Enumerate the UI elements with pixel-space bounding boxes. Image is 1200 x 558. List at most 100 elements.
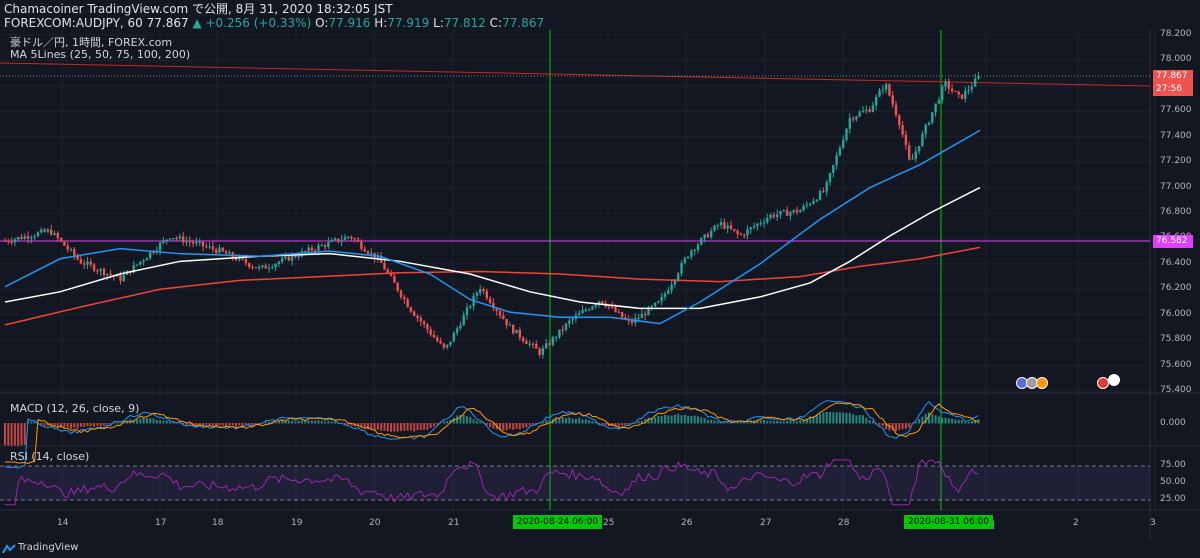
macd-bar — [281, 420, 284, 424]
event-flag-icon[interactable] — [1108, 374, 1120, 386]
macd-bar — [89, 423, 92, 426]
time-axis-label: 17 — [155, 518, 167, 528]
candle-body — [614, 307, 617, 312]
close-value: 77.867 — [502, 16, 545, 30]
candle-body — [954, 90, 957, 92]
candle-body — [578, 313, 581, 316]
macd-bar — [129, 419, 132, 424]
candle-body — [284, 256, 287, 259]
chart-canvas[interactable] — [0, 30, 1200, 540]
candle-body — [178, 236, 182, 239]
macd-bar — [106, 423, 109, 425]
candle-body — [290, 255, 294, 261]
macd-bar — [786, 420, 789, 424]
macd-bar — [541, 422, 544, 424]
price-axis-label: 77.200 — [1160, 156, 1192, 167]
candle-body — [607, 306, 611, 308]
macd-bar — [928, 412, 930, 424]
macd-bar — [284, 420, 287, 424]
macd-bar — [360, 423, 363, 428]
candle-body — [492, 303, 495, 309]
candle-body — [152, 252, 155, 254]
candle-body — [561, 329, 564, 331]
candle-body — [185, 240, 188, 243]
candle-body — [119, 275, 122, 281]
candle-body — [294, 255, 297, 257]
macd-bar — [508, 423, 511, 429]
macd-bar — [79, 423, 82, 427]
price-axis-label: 76.000 — [1160, 308, 1192, 319]
macd-bar — [502, 423, 505, 431]
macd-bar — [63, 423, 66, 428]
macd-bar — [918, 418, 921, 424]
rsi-legend[interactable]: RSI (14, close) — [10, 450, 90, 463]
candle-body — [106, 273, 109, 276]
macd-bar — [324, 421, 327, 424]
macd-bar — [518, 423, 521, 430]
macd-bar — [931, 414, 934, 424]
macd-bar — [406, 423, 409, 431]
candle-body — [677, 273, 680, 280]
candle-body — [789, 212, 792, 216]
candle-body — [191, 242, 195, 244]
event-flag-icon[interactable] — [1036, 377, 1048, 389]
macd-bar — [598, 423, 600, 425]
macd-bar — [343, 423, 346, 425]
macd-bar — [687, 415, 690, 424]
macd-bar — [291, 420, 294, 424]
ma-legend[interactable]: MA 5Lines (25, 50, 75, 100, 200) — [10, 48, 191, 61]
candle-body — [947, 81, 950, 89]
macd-bar — [627, 423, 630, 425]
candle-body — [812, 201, 815, 204]
candle-body — [690, 250, 693, 257]
change-value: ▲ +0.256 (+0.33%) — [192, 16, 312, 30]
macd-bar — [565, 418, 567, 424]
macd-bar — [584, 419, 587, 424]
macd-bar — [667, 415, 670, 424]
macd-bar — [403, 423, 406, 431]
candle-body — [287, 256, 290, 261]
macd-bar — [202, 423, 204, 426]
candle-body — [970, 86, 974, 90]
candle-body — [832, 164, 835, 173]
candle-body — [868, 109, 871, 112]
macd-bar — [136, 419, 138, 424]
candle-body — [558, 329, 561, 338]
macd-bar — [664, 414, 666, 424]
candle-body — [799, 210, 802, 213]
macd-bar — [901, 423, 904, 430]
candle-body — [426, 324, 429, 330]
macd-bar — [459, 415, 462, 424]
macd-bar — [617, 423, 620, 427]
candle-body — [716, 225, 719, 227]
candle-body — [465, 307, 469, 316]
macd-bar — [442, 421, 445, 424]
candle-body — [521, 337, 525, 341]
candle-body — [254, 267, 257, 269]
candle-body — [908, 145, 911, 160]
candle-body — [162, 240, 165, 243]
candle-body — [587, 309, 591, 311]
candle-body — [429, 329, 432, 335]
candle-body — [848, 118, 851, 129]
candle-body — [238, 257, 241, 260]
candle-body — [667, 290, 670, 294]
macd-bar — [819, 413, 822, 424]
macd-bar — [904, 423, 907, 429]
macd-bar — [60, 423, 63, 428]
macd-bar — [654, 417, 657, 424]
time-axis-tag: 2020-08-24 06:00 — [513, 515, 603, 529]
macd-bar — [215, 423, 218, 426]
chart-title-legend[interactable]: 豪ドル／円, 1時間, FOREX.com — [10, 36, 173, 49]
macd-legend[interactable]: MACD (12, 26, close, 9) — [10, 402, 140, 415]
ma-25-line — [4, 129, 981, 325]
macd-bar — [20, 423, 23, 446]
candle-body — [792, 209, 795, 213]
macd-bar — [83, 423, 86, 427]
price-axis-label: 75.600 — [1160, 359, 1192, 370]
candle-body — [825, 182, 828, 192]
macd-bar — [248, 423, 251, 425]
candle-body — [132, 265, 135, 273]
candle-body — [241, 257, 244, 260]
macd-bar — [76, 423, 79, 429]
